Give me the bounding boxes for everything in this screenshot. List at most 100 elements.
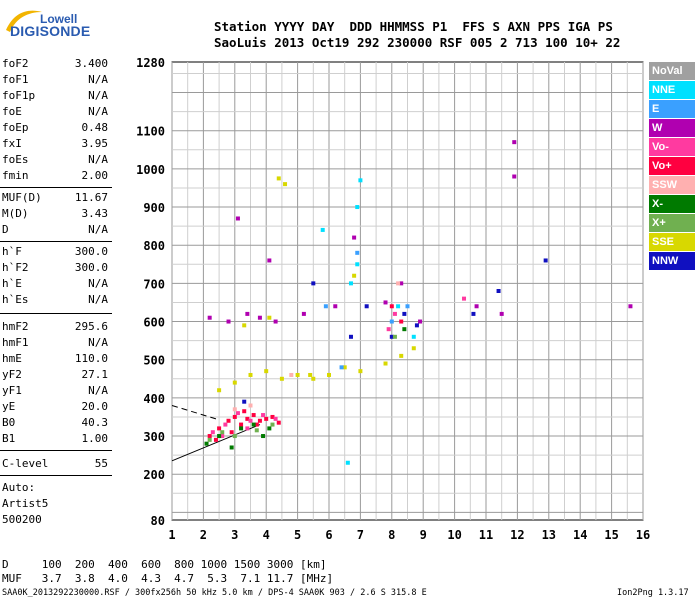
y-tick-label: 1000: [136, 163, 165, 177]
data-point: [405, 304, 410, 309]
param-value: 0.48: [81, 121, 109, 134]
param-separator: [0, 475, 112, 476]
data-point: [352, 235, 357, 240]
x-tick-label: 9: [420, 528, 427, 542]
data-point: [248, 372, 253, 377]
data-point: [414, 323, 419, 328]
param-value: 55: [94, 457, 108, 470]
param-value: 2.00: [81, 169, 109, 182]
param-key: yF2: [2, 368, 22, 381]
param-key: yE: [2, 400, 16, 413]
data-point: [229, 445, 234, 450]
version-label: Ion2Png 1.3.17: [617, 588, 689, 598]
logo-digisonde: DIGISONDE: [10, 23, 91, 39]
param-row: fmin 2.00: [2, 169, 108, 183]
data-point: [348, 334, 353, 339]
legend-label: E: [652, 103, 660, 115]
data-point: [239, 422, 244, 427]
data-point: [308, 372, 313, 377]
legend-item: E: [649, 100, 695, 118]
data-point: [270, 422, 275, 427]
param-value: 3.95: [81, 137, 109, 150]
data-point: [301, 311, 306, 316]
x-tick-label: 2: [200, 528, 207, 542]
distance-row: D 100 200 400 600 800 1000 1500 3000 [km…: [2, 558, 327, 571]
data-point: [628, 304, 633, 309]
param-row: h`E N/A: [2, 277, 108, 291]
data-point: [355, 205, 360, 210]
data-point: [267, 315, 272, 320]
data-point: [543, 258, 548, 263]
x-tick-label: 6: [325, 528, 332, 542]
data-point: [207, 437, 212, 442]
x-tick-label: 11: [479, 528, 493, 542]
x-tick-label: 14: [573, 528, 587, 542]
data-point: [232, 434, 237, 439]
param-row: yF2 27.1: [2, 368, 108, 382]
data-point: [333, 304, 338, 309]
param-key: foEp: [2, 121, 29, 134]
data-point: [226, 319, 231, 324]
data-point: [257, 418, 262, 423]
param-key: MUF(D): [2, 191, 42, 204]
data-point: [220, 434, 225, 439]
data-point: [289, 372, 294, 377]
data-point: [311, 281, 316, 286]
x-tick-label: 3: [231, 528, 238, 542]
param-value: N/A: [88, 73, 108, 86]
y-tick-label: 300: [143, 430, 165, 444]
data-point: [418, 319, 423, 324]
auto-artist: Artist5: [2, 497, 49, 510]
param-key: foEs: [2, 153, 29, 166]
legend-label: Vo+: [652, 160, 672, 172]
param-value: 110.0: [74, 352, 108, 365]
param-value: N/A: [88, 89, 108, 102]
x-tick-label: 10: [447, 528, 461, 542]
data-point: [402, 311, 407, 316]
data-point: [264, 416, 269, 421]
param-row: foEp 0.48: [2, 121, 108, 135]
guide-line-solid: [171, 424, 261, 462]
x-tick-label: 5: [294, 528, 301, 542]
param-key: h`E: [2, 277, 22, 290]
data-point: [396, 281, 401, 286]
data-point: [245, 426, 250, 431]
header-line-1: Station YYYY DAY DDD HHMMSS P1 FFS S AXN…: [214, 19, 613, 34]
data-point: [261, 413, 266, 418]
param-row: fxI 3.95: [2, 137, 108, 151]
header-line-2: SaoLuis 2013 Oct19 292 230000 RSF 005 2 …: [214, 35, 621, 50]
param-row: hmE 110.0: [2, 352, 108, 366]
data-point: [217, 434, 222, 439]
data-point: [251, 413, 256, 418]
auto-label: Auto:: [2, 481, 36, 494]
data-point: [245, 311, 250, 316]
param-key: B0: [2, 416, 16, 429]
data-point: [386, 327, 391, 332]
data-point: [213, 437, 218, 442]
data-point: [396, 304, 401, 309]
data-point: [235, 216, 240, 221]
data-point: [245, 416, 250, 421]
legend-label: X+: [652, 217, 666, 229]
data-point: [235, 411, 240, 416]
y-tick-label: 700: [143, 277, 165, 291]
data-point: [261, 434, 266, 439]
y-tick-label: 1280: [136, 56, 165, 70]
param-value: N/A: [88, 293, 108, 306]
param-row: yE 20.0: [2, 400, 108, 414]
param-separator: [0, 241, 112, 242]
param-value: 20.0: [81, 400, 109, 413]
data-point: [411, 334, 416, 339]
data-point: [223, 422, 228, 427]
param-key: hmF1: [2, 336, 29, 349]
data-point: [399, 281, 404, 286]
file-info: SAA0K_2013292230000.RSF / 300fx256h 50 k…: [2, 588, 427, 598]
x-tick-label: 8: [388, 528, 395, 542]
logo-lowell: Lowell: [40, 12, 78, 26]
data-point: [207, 434, 212, 439]
param-key: foE: [2, 105, 22, 118]
y-tick-label: 900: [143, 201, 165, 215]
data-point: [270, 414, 275, 419]
y-tick-label: 1100: [136, 125, 165, 139]
data-point: [323, 304, 328, 309]
